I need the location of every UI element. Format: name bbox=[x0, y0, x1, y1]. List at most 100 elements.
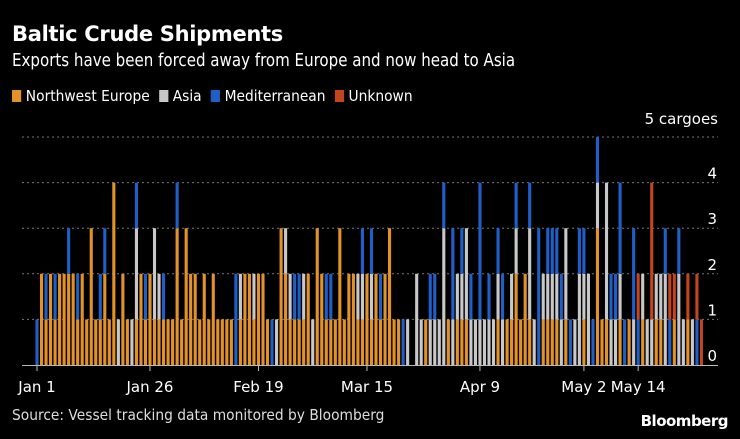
bar-segment-mediterranean bbox=[401, 319, 405, 365]
bar-segment-asia bbox=[564, 228, 568, 320]
bar-segment-northwest-europe bbox=[378, 319, 383, 365]
bar-segment-northwest-europe bbox=[351, 273, 355, 365]
bar-segment-northwest-europe bbox=[175, 228, 179, 365]
bar-segment-northwest-europe bbox=[198, 319, 202, 365]
bar-segment-mediterranean bbox=[568, 319, 572, 365]
bar-segment-northwest-europe bbox=[510, 319, 514, 365]
bar-segment-northwest-europe bbox=[595, 228, 600, 365]
bar-segment-northwest-europe bbox=[80, 273, 84, 365]
bar-segment-mediterranean bbox=[618, 182, 622, 274]
bar-segment-mediterranean bbox=[528, 182, 532, 229]
bar-segment-asia bbox=[541, 273, 545, 320]
bar-segment-unknown bbox=[636, 273, 640, 320]
bar-segment-mediterranean bbox=[591, 319, 595, 365]
x-tick-label: Feb 19 bbox=[233, 378, 283, 396]
bar-segment-unknown bbox=[699, 319, 703, 365]
bar-segment-northwest-europe bbox=[659, 319, 663, 365]
legend-swatch-asia bbox=[158, 90, 169, 102]
bar-segment-mediterranean bbox=[53, 273, 57, 320]
bar-segment-mediterranean bbox=[550, 228, 554, 274]
bar-segment-mediterranean bbox=[433, 273, 437, 320]
y-tick-label: 2 bbox=[707, 256, 717, 274]
bar-segment-asia bbox=[677, 273, 681, 365]
bar-segment-northwest-europe bbox=[397, 319, 401, 365]
x-tick-label: May 14 bbox=[611, 378, 666, 396]
bar-segment-northwest-europe bbox=[180, 319, 184, 365]
legend-item-asia: Asia bbox=[158, 87, 202, 105]
bar-segment-northwest-europe bbox=[383, 273, 387, 365]
chart-title: Baltic Crude Shipments bbox=[12, 22, 283, 46]
bar-segment-northwest-europe bbox=[148, 273, 152, 365]
bar-segment-mediterranean bbox=[143, 273, 148, 320]
bar-segment-asia bbox=[555, 273, 559, 320]
bar-segment-mediterranean bbox=[623, 319, 627, 365]
y-tick-label: 3 bbox=[707, 210, 717, 228]
bloomberg-logo: Bloomberg bbox=[640, 412, 729, 430]
bar-segment-asia bbox=[356, 273, 360, 320]
bar-segment-northwest-europe bbox=[284, 273, 288, 365]
bar-segment-northwest-europe bbox=[514, 273, 518, 365]
bar-segment-northwest-europe bbox=[252, 319, 256, 365]
bar-segment-mediterranean bbox=[103, 228, 107, 274]
bar-segment-mediterranean bbox=[487, 273, 491, 320]
bar-segment-northwest-europe bbox=[265, 319, 270, 365]
legend-label: Mediterranean bbox=[224, 87, 326, 105]
bar-segment-mediterranean bbox=[577, 228, 581, 274]
bar-segment-asia bbox=[582, 273, 586, 320]
bar-segment-asia bbox=[546, 273, 550, 320]
bar-segment-asia bbox=[478, 319, 482, 365]
bar-segment-northwest-europe bbox=[388, 228, 392, 365]
bar-segment-asia bbox=[460, 273, 464, 320]
chart-subtitle: Exports have been forced away from Europ… bbox=[12, 50, 516, 71]
bar-segment-northwest-europe bbox=[256, 273, 261, 365]
bar-segment-northwest-europe bbox=[238, 319, 242, 365]
bar-segment-asia bbox=[157, 273, 161, 320]
bar-segment-mediterranean bbox=[609, 273, 613, 320]
bar-segment-asia bbox=[473, 319, 477, 365]
bar-segment-mediterranean bbox=[695, 319, 699, 365]
bar-segment-mediterranean bbox=[460, 228, 464, 274]
bar-segment-northwest-europe bbox=[392, 319, 396, 365]
bar-segment-mediterranean bbox=[514, 182, 518, 229]
bar-segment-northwest-europe bbox=[76, 319, 80, 365]
bar-segment-northwest-europe bbox=[342, 319, 346, 365]
legend-label: Northwest Europe bbox=[25, 87, 150, 105]
bar-segment-northwest-europe bbox=[288, 319, 292, 365]
bar-segment-asia bbox=[288, 273, 292, 320]
legend: Northwest Europe Asia Mediterranean Unkn… bbox=[12, 87, 422, 105]
bar-segment-mediterranean bbox=[582, 228, 586, 274]
bar-segment-northwest-europe bbox=[523, 273, 527, 365]
bar-segment-northwest-europe bbox=[347, 273, 351, 365]
source-note: Source: Vessel tracking data monitored b… bbox=[12, 406, 385, 424]
bar-segment-asia bbox=[577, 273, 581, 365]
bar-segment-asia bbox=[659, 273, 663, 320]
bar-segment-mediterranean bbox=[663, 228, 667, 274]
bar-segment-northwest-europe bbox=[360, 319, 364, 365]
bar-segment-northwest-europe bbox=[424, 319, 428, 365]
bar-segment-asia bbox=[501, 319, 505, 365]
legend-swatch-northwest-europe bbox=[12, 90, 22, 102]
bar-segment-asia bbox=[152, 228, 157, 320]
bar-segment-northwest-europe bbox=[162, 319, 166, 365]
bar-segment-northwest-europe bbox=[564, 319, 568, 365]
x-tick-label: May 2 bbox=[561, 378, 606, 396]
bar-segment-asia bbox=[510, 273, 514, 320]
bar-segment-northwest-europe bbox=[320, 273, 324, 365]
bar-segment-unknown bbox=[695, 273, 699, 320]
bar-segment-northwest-europe bbox=[229, 319, 233, 365]
bar-segment-northwest-europe bbox=[302, 319, 306, 365]
bar-segment-northwest-europe bbox=[306, 273, 310, 365]
bar-segment-asia bbox=[641, 273, 645, 320]
bar-segment-asia bbox=[514, 228, 518, 274]
bar-segment-northwest-europe bbox=[39, 273, 44, 365]
y-tick-label: 1 bbox=[707, 301, 717, 319]
bar-segment-northwest-europe bbox=[134, 319, 138, 365]
bar-segment-northwest-europe bbox=[98, 319, 102, 365]
legend-swatch-mediterranean bbox=[210, 90, 221, 102]
bar-segment-northwest-europe bbox=[324, 319, 328, 365]
bar-segment-asia bbox=[487, 319, 491, 365]
bar-segment-asia bbox=[437, 319, 441, 365]
bar-segment-asia bbox=[419, 319, 423, 365]
bar-segment-mediterranean bbox=[175, 182, 179, 229]
bar-segment-northwest-europe bbox=[555, 319, 559, 365]
